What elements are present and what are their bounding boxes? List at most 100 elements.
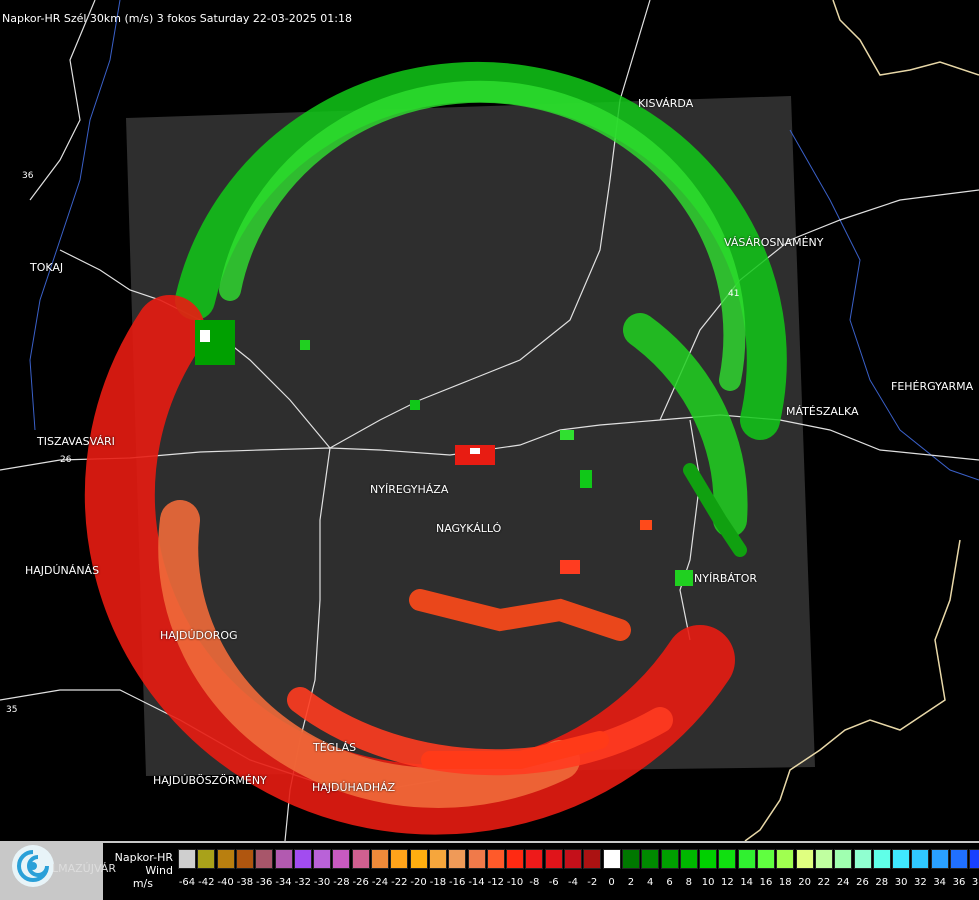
legend-tick-label: -24	[371, 877, 389, 888]
legend-swatch	[950, 849, 968, 869]
legend-tick-label: -26	[352, 877, 369, 888]
legend-tick-label: -38	[236, 877, 254, 888]
legend-panel: Napkor-HR Wind m/s -64 -42 -40 -38 -36 -34 -32…	[103, 843, 979, 900]
legend-swatch	[892, 849, 911, 869]
legend-swatch	[255, 849, 274, 869]
legend-tick-label: 34	[933, 877, 947, 888]
legend-swatch	[641, 849, 660, 869]
legend-swatch	[351, 849, 370, 869]
legend-tick-label: -42	[198, 877, 215, 888]
legend-swatch	[969, 849, 979, 869]
river	[29, 0, 979, 481]
city-label-mateszalka: MÁTÉSZALKA	[786, 405, 859, 418]
legend-tick-label: 10	[701, 877, 715, 888]
legend-tick-label: -12	[487, 877, 504, 888]
city-label-tiszavasvari: TISZAVASVÁRI	[37, 435, 115, 448]
legend-swatch	[776, 849, 795, 869]
legend-unit: m/s	[132, 877, 153, 890]
legend-swatch	[486, 849, 505, 869]
map-canvas: 26 41 35 36	[0, 0, 979, 841]
legend-tick-label: -34	[275, 877, 292, 888]
city-label-hajdujvar: LMAZÚJVÁR	[52, 862, 116, 875]
legend-swatch	[235, 849, 254, 869]
legend-swatch	[313, 849, 332, 869]
legend-swatch	[930, 849, 949, 869]
legend-tick-label: -2	[587, 877, 598, 888]
legend-swatch	[834, 849, 853, 869]
legend-swatch	[621, 849, 640, 869]
legend-swatch	[390, 849, 409, 869]
legend-swatch	[293, 849, 312, 869]
city-label-nagykallo: NAGYKÁLLÓ	[436, 522, 502, 535]
legend-tick-label: -32	[294, 877, 311, 888]
legend-swatch	[699, 849, 718, 869]
city-label-hajdudorog: HAJDÚDOROG	[160, 629, 238, 642]
city-label-vasarosnameny: VÁSÁROSNAMÉNY	[724, 236, 824, 249]
legend-tick-label: -14	[468, 877, 485, 888]
legend-tick-label: -16	[449, 877, 466, 888]
legend-tick-label: 12	[721, 877, 734, 888]
legend-tick-label: -30	[313, 877, 331, 888]
legend-swatch	[467, 849, 486, 869]
city-label-kisvarda: KISVÁRDA	[638, 97, 694, 110]
radar-echo-green	[175, 61, 787, 557]
legend-tick-label: -10	[506, 877, 524, 888]
legend-name: Napkor-HR Wind m/s	[103, 851, 173, 890]
legend-swatch	[428, 849, 447, 869]
legend-swatch	[216, 849, 235, 869]
legend-swatch	[178, 849, 196, 869]
legend-tick-label: -64	[178, 877, 196, 888]
logo-icon	[12, 845, 54, 887]
legend-tick-label: 36	[952, 877, 966, 888]
legend-tick-label: 38	[971, 877, 979, 888]
legend-swatch	[409, 849, 428, 869]
legend-swatch	[718, 849, 737, 869]
legend-swatch	[872, 849, 891, 869]
radar-echo-red	[84, 295, 735, 835]
legend-tick-label: -20	[410, 877, 427, 888]
road-number-36: 36	[22, 171, 34, 181]
legend-tick-label: -40	[217, 877, 234, 888]
radar-coverage-area	[126, 96, 815, 776]
legend-tick-label: 4	[647, 877, 654, 888]
legend-swatch	[795, 849, 814, 869]
city-label-hajduhadhaz: HAJDÚHADHÁZ	[312, 781, 396, 794]
legend-name-line2: Wind	[145, 864, 173, 877]
city-label-fehergyarmat: FEHÉRGYARMA	[891, 380, 974, 393]
legend-swatch	[525, 849, 544, 869]
legend-swatch	[679, 849, 698, 869]
legend-tick-label: -8	[529, 877, 540, 888]
city-label-hajdunanas: HAJDÚNÁNÁS	[25, 564, 100, 577]
legend-tick-label: -22	[391, 877, 408, 888]
legend-tick-label: 30	[894, 877, 908, 888]
legend-tick-label: 32	[914, 877, 927, 888]
legend-tick-label: 0	[608, 877, 615, 888]
legend-tick-label: 28	[875, 877, 889, 888]
legend-tick-label: 2	[627, 877, 635, 888]
legend-tick-label: -4	[568, 877, 578, 888]
legend-tick-label: 8	[685, 877, 692, 888]
map-title: Napkor-HR Szél 30km (m/s) 3 fokos Saturd…	[2, 12, 352, 25]
city-label-hajduboszormeny: HAJDÚBÖSZÖRMÉNY	[153, 774, 267, 787]
legend-name-line1: Napkor-HR	[114, 851, 173, 864]
legend-swatch	[583, 849, 602, 869]
legend-tick-label: -18	[429, 877, 447, 888]
legend-tick-label: -36	[256, 877, 273, 888]
legend-tick-label: 24	[836, 877, 850, 888]
legend-bar: Napkor-HR Wind m/s -64 -42 -40 -38 -36 -34 -32…	[0, 841, 979, 900]
legend-tick-label: 22	[817, 877, 831, 888]
legend-tick-label: 6	[666, 877, 673, 888]
city-label-nyirbator: NYÍRBÁTOR	[694, 572, 758, 585]
road-number-26: 26	[60, 455, 72, 465]
legend-swatch	[448, 849, 467, 869]
legend-swatch	[506, 849, 525, 869]
legend-swatch	[660, 849, 679, 869]
legend-swatch	[332, 849, 351, 869]
legend-swatch	[737, 849, 756, 869]
legend-swatch	[564, 849, 582, 869]
radar-echo-scatter	[195, 320, 693, 586]
legend-swatch	[602, 849, 621, 869]
legend-swatch	[814, 849, 833, 869]
legend-swatch	[274, 849, 293, 869]
legend-swatch	[371, 849, 389, 869]
